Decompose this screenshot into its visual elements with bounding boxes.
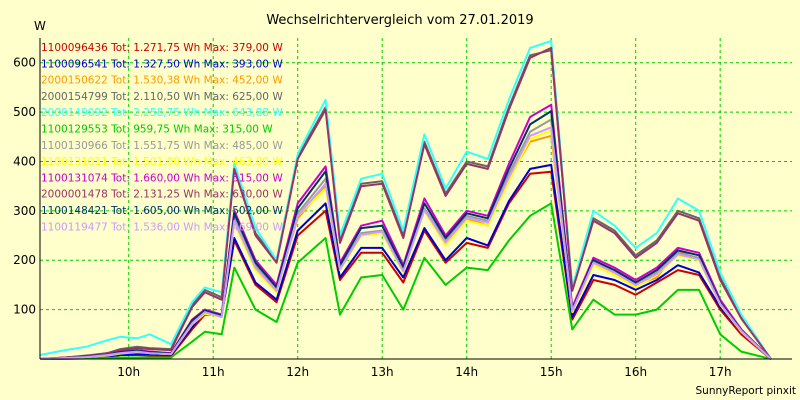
x-tick-label: 11h — [202, 365, 225, 379]
footer-credit: SunnyReport pinxit — [696, 385, 796, 397]
legend-entry-11: 1100148421 Tot: 1.605,00 Wh Max: 502,00 … — [41, 205, 283, 217]
legend-entry-5: 2000149092 Tot: 2.258,75 Wh Max: 643,88 … — [41, 107, 283, 119]
legend-entry-9: 1100131074 Tot: 1.660,00 Wh Max: 515,00 … — [41, 172, 283, 184]
x-tick-label: 15h — [540, 365, 563, 379]
legend-entry-8: 1100131011 Tot: 1.501,00 Wh Max: 463,00 … — [41, 156, 283, 168]
legend-entry-12: 1100119477 Tot: 1.536,00 Wh Max: 469,00 … — [41, 221, 283, 233]
x-tick-label: 13h — [371, 365, 394, 379]
series-line-5 — [39, 40, 772, 360]
series-line-10 — [39, 46, 772, 360]
y-axis-unit-label: W — [34, 19, 46, 33]
legend-entry-7: 1100130966 Tot: 1.551,75 Wh Max: 485,00 … — [41, 140, 283, 152]
chart-title: Wechselrichtervergleich vom 27.01.2019 — [266, 13, 533, 28]
legend-entry-3: 2000150622 Tot: 1.530,38 Wh Max: 452,00 … — [41, 75, 283, 87]
x-tick-label: 17h — [709, 365, 732, 379]
legend-entry-10: 2000001478 Tot: 2.131,25 Wh Max: 630,00 … — [41, 189, 283, 201]
x-tick-label: 16h — [624, 365, 647, 379]
y-tick-label: 300 — [13, 204, 36, 218]
axis-layer: 100 200 300 400 500 600 10h 11h 12h 13h 14h 15h 16h 1… — [13, 38, 792, 379]
x-tick-label: 10h — [117, 365, 140, 379]
series-line-12 — [39, 126, 772, 360]
legend-entry-1: 1100096436 Tot: 1.271,75 Wh Max: 379,00 … — [41, 42, 283, 54]
y-tick-label: 500 — [13, 105, 36, 119]
series-layer — [39, 40, 772, 360]
y-tick-label: 200 — [13, 253, 36, 267]
y-tick-label: 100 — [13, 303, 36, 317]
series-line-6 — [40, 202, 772, 360]
y-tick-label: 600 — [13, 56, 36, 70]
x-tick-label: 14h — [455, 365, 478, 379]
y-tick-label: 400 — [13, 154, 36, 168]
legend-entry-4: 2000154799 Tot: 2.110,50 Wh Max: 625,00 … — [41, 91, 283, 103]
legend-entry-2: 1100096541 Tot: 1.327,50 Wh Max: 393,00 … — [41, 58, 283, 70]
series-line-3 — [39, 134, 772, 360]
legend: 1100096436 Tot: 1.271,75 Wh Max: 379,00 … — [41, 42, 283, 233]
series-line-1 — [39, 170, 772, 360]
x-tick-label: 12h — [286, 365, 309, 379]
legend-entry-6: 1100129553 Tot: 959,75 Wh Max: 315,00 W — [41, 124, 273, 136]
